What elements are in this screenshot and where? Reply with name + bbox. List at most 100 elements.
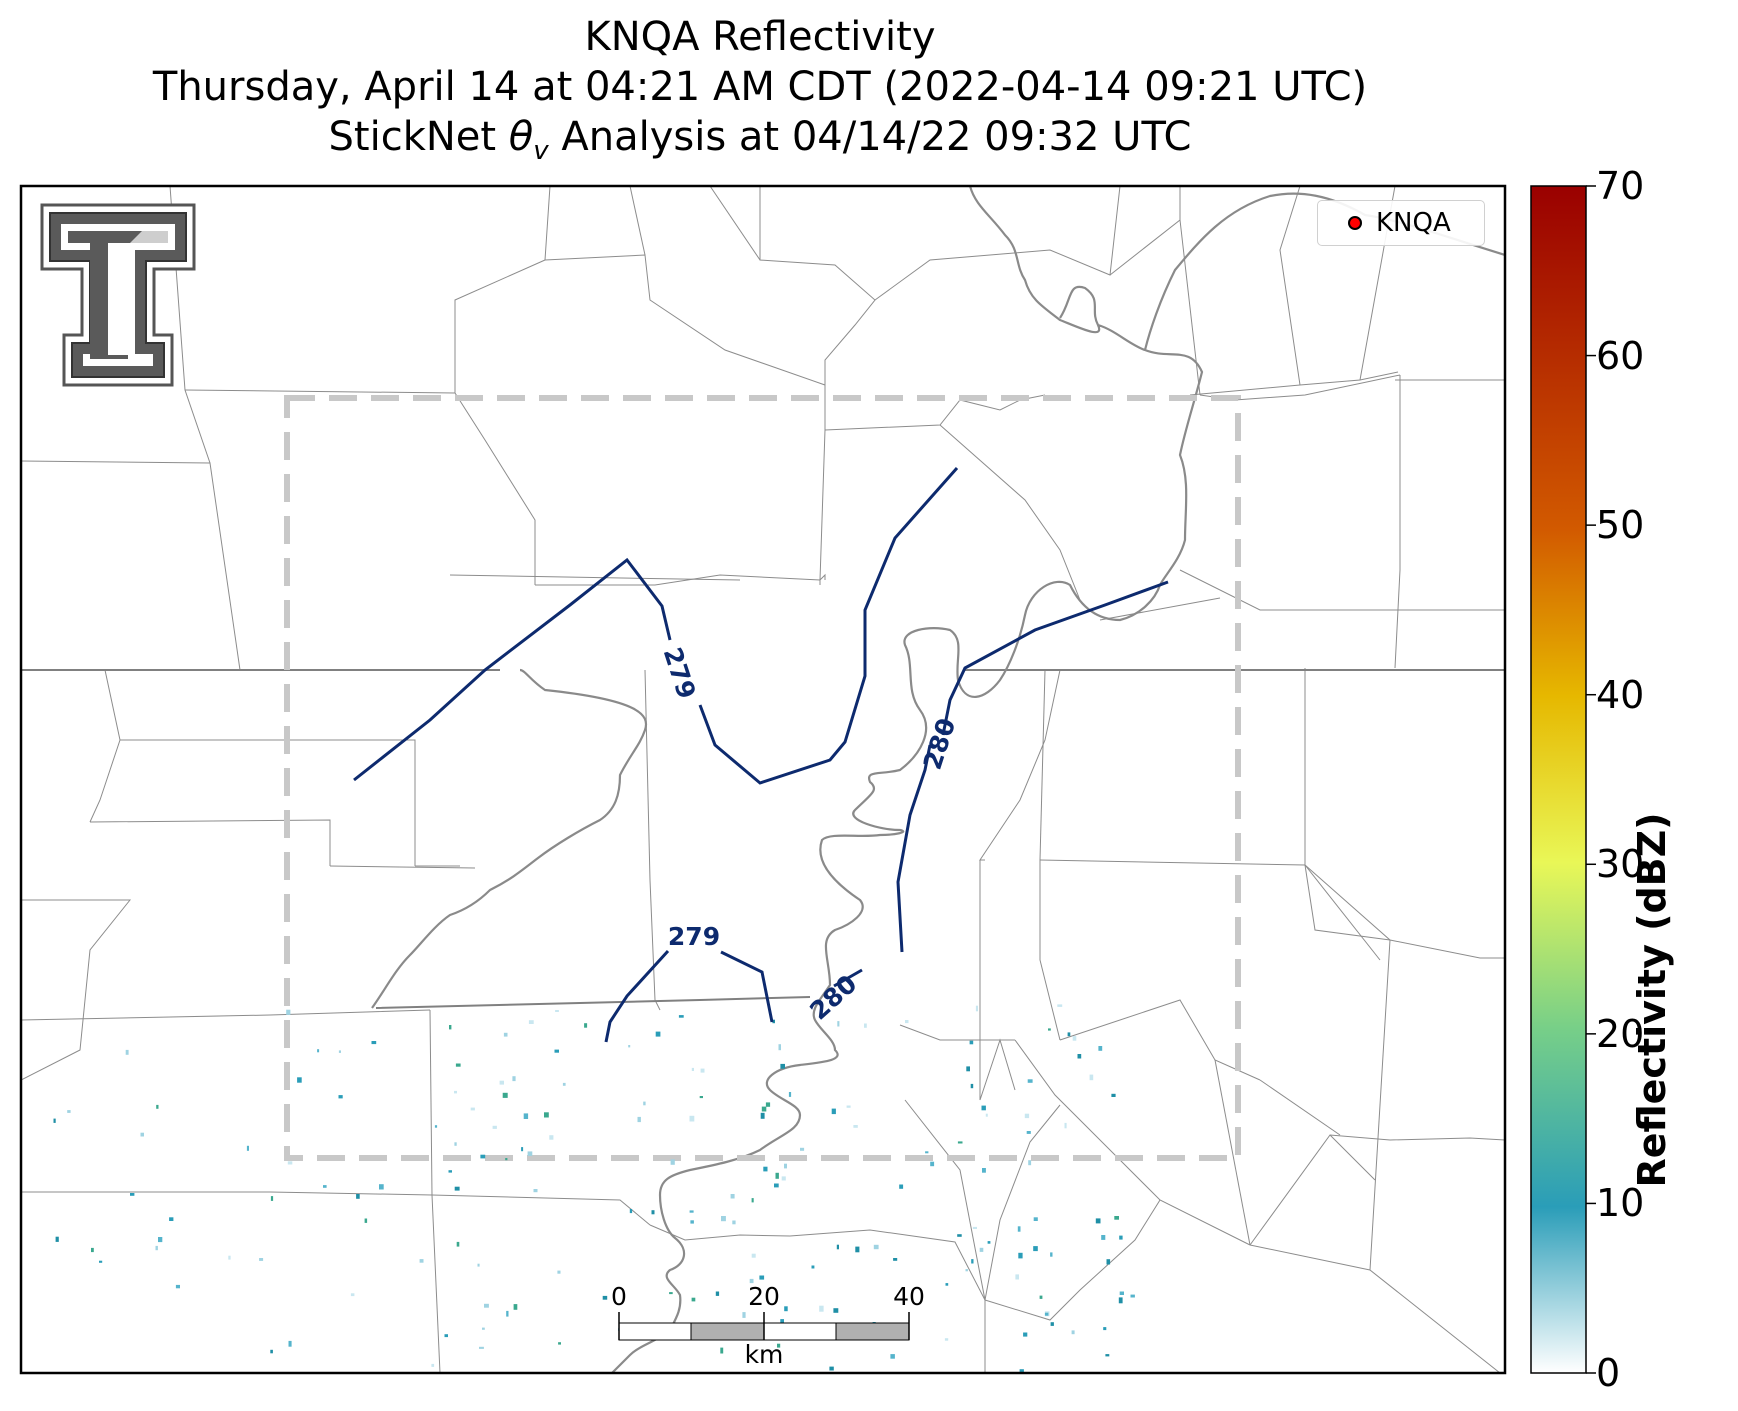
echo-pixel [890, 1354, 895, 1359]
contour-279-north-lower [698, 467, 959, 785]
echo-pixel [1026, 1131, 1031, 1134]
echo-pixel [364, 1218, 368, 1223]
echo-pixel [981, 1105, 986, 1111]
contour-279-south-left [604, 949, 670, 1043]
echo-pixel [699, 1096, 703, 1099]
echo-pixel [1039, 1295, 1043, 1299]
echo-pixel [732, 1220, 736, 1225]
echo-pixel [444, 1334, 448, 1338]
echo-pixel [855, 1246, 860, 1253]
echo-pixel [811, 1265, 815, 1269]
title-line-3: StickNet θv Analysis at 04/14/22 09:32 U… [328, 114, 1192, 166]
echo-pixel [945, 1283, 949, 1286]
echo-pixel [1027, 1079, 1033, 1083]
echo-pixel [765, 1102, 771, 1107]
echo-pixel [970, 1083, 974, 1089]
echo-pixel [643, 1101, 646, 1106]
echo-pixel [1130, 1294, 1135, 1298]
echo-pixel [774, 1183, 779, 1188]
echo-pixel [287, 1161, 293, 1165]
echo-pixel [763, 1166, 768, 1172]
echo-pixel [499, 1080, 504, 1085]
echo-pixel [484, 1303, 489, 1308]
echo-pixel [1023, 1332, 1028, 1337]
echo-pixel [720, 1347, 724, 1354]
echo-pixel [742, 1312, 746, 1318]
echo-pixel [749, 1278, 754, 1284]
contour-label-279-b: 279 [668, 922, 720, 951]
echo-pixel [434, 1125, 438, 1128]
echo-pixel [512, 1076, 516, 1082]
echo-pixel [55, 1236, 59, 1242]
echo-pixel [554, 1049, 559, 1053]
radar-marker-icon [1348, 216, 1362, 230]
echo-pixel [751, 1198, 754, 1203]
echo-pixel [972, 1226, 977, 1229]
echo-pixel [721, 1216, 726, 1222]
echo-pixel [689, 1115, 695, 1122]
echo-pixel [1048, 1028, 1051, 1031]
echo-pixel [1119, 1235, 1123, 1240]
echo-pixel [846, 1105, 851, 1108]
echo-pixel [175, 1284, 180, 1289]
echo-pixel [503, 1032, 508, 1037]
echo-pixel [140, 1132, 144, 1137]
echo-pixel [479, 1346, 484, 1349]
echo-pixel [448, 1170, 452, 1173]
echo-pixel [338, 1095, 343, 1099]
echo-pixel [158, 1237, 163, 1243]
echo-pixel [1057, 1004, 1063, 1007]
echo-pixel [1033, 1246, 1038, 1252]
echo-pixel [873, 1244, 879, 1250]
map-frame [19, 184, 1507, 1375]
echo-pixel [454, 1090, 457, 1094]
echo-pixel [628, 1045, 631, 1048]
texas-tech-logo [40, 203, 196, 387]
contour-label-280-a: 280 [918, 715, 962, 774]
echo-pixel [228, 1255, 231, 1260]
echo-pixel [557, 1270, 561, 1274]
map-title: KNQA Reflectivity Thursday, April 14 at … [0, 12, 1520, 176]
mississippi-river [611, 186, 1505, 1373]
echo-pixel [930, 1161, 935, 1167]
reflectivity-echoes [53, 1004, 1135, 1373]
echo-pixel [730, 1194, 735, 1199]
echo-pixel [549, 1135, 554, 1140]
echo-pixel [502, 1092, 508, 1098]
echo-pixel [371, 1041, 377, 1045]
contour-280-east-upper [941, 580, 1169, 736]
echo-pixel [669, 1292, 673, 1295]
echo-pixel [1111, 1093, 1116, 1097]
echo-pixel [454, 1142, 457, 1146]
echo-pixel [751, 1253, 756, 1258]
echo-pixel [505, 1158, 508, 1161]
echo-pixel [533, 1189, 538, 1193]
echo-pixel [982, 1168, 986, 1173]
echo-pixel [1044, 1312, 1049, 1316]
echo-pixel [338, 1050, 341, 1053]
echo-pixel [715, 1291, 720, 1296]
colorbar-tick-label: 10 [1596, 1181, 1645, 1226]
echo-pixel [700, 1068, 705, 1073]
echo-pixel [1072, 1036, 1077, 1041]
echo-pixel [1067, 1032, 1071, 1037]
echo-pixel [979, 1247, 984, 1252]
echo-pixel [379, 1184, 384, 1190]
colorbar-tick-label: 60 [1596, 333, 1645, 378]
echo-pixel [246, 1145, 249, 1151]
echo-pixel [777, 1343, 781, 1348]
echo-pixel [1017, 1226, 1021, 1232]
echo-pixel [864, 1023, 867, 1028]
echo-pixel [513, 1304, 518, 1310]
echo-pixel [1119, 1291, 1124, 1295]
title-line-1: KNQA Reflectivity [584, 14, 936, 60]
colorbar [1530, 185, 1587, 1374]
legend-label: KNQA [1376, 208, 1451, 238]
echo-pixel [836, 1244, 839, 1250]
echo-pixel [772, 1019, 775, 1024]
echo-pixel [91, 1247, 94, 1253]
echo-pixel [691, 1297, 696, 1302]
echo-pixel [1089, 1074, 1094, 1081]
echo-pixel [431, 1363, 435, 1367]
echo-pixel [477, 1263, 480, 1267]
